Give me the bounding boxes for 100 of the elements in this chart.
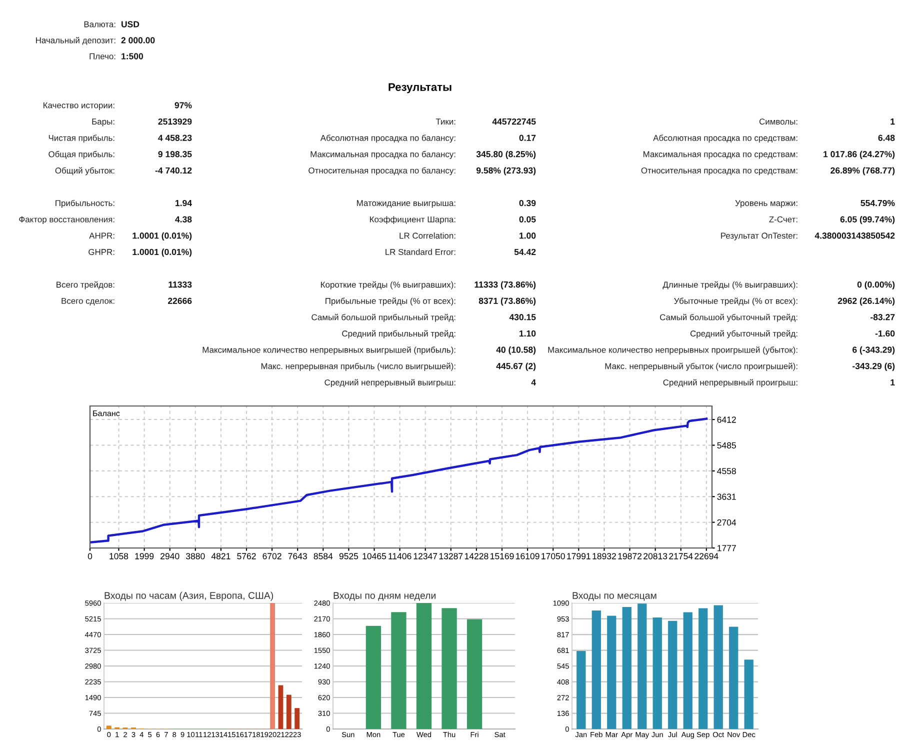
- x-tick-label: 17991: [567, 553, 590, 560]
- text: Матожидание выигрыша:: [357, 200, 456, 208]
- text: Z-Счет:: [769, 216, 798, 222]
- bar: [668, 620, 678, 729]
- text: -1.60: [875, 330, 895, 337]
- bar: [366, 626, 382, 729]
- x-tick-label: 3880: [186, 553, 205, 560]
- text: Прибыльные трейды (% от всех):: [326, 298, 456, 306]
- bar: [683, 612, 692, 729]
- text: 4: [531, 379, 536, 386]
- x-tick-label: 6702: [262, 553, 282, 560]
- bar: [270, 603, 275, 729]
- bar: [286, 694, 292, 729]
- text: 11333: [168, 281, 192, 288]
- bar: [278, 685, 284, 729]
- text: 345.80 (8.25%): [476, 150, 536, 159]
- x-tick-label: 7643: [288, 553, 307, 560]
- text: Относительная просадка по балансу:: [308, 167, 456, 176]
- x-tick-label: 22694: [694, 553, 718, 560]
- x-tick-label: 1999: [135, 553, 154, 560]
- bar: [416, 603, 432, 729]
- bar: [729, 626, 738, 729]
- text: Самый большой прибыльный трейд:: [312, 314, 456, 322]
- text: 9.58% (273.93): [476, 167, 536, 176]
- text: 9 198.35: [158, 151, 192, 158]
- x-tick-label: 16109: [516, 553, 540, 560]
- text: LR Standard Error:: [386, 248, 456, 255]
- bar: [466, 619, 482, 729]
- text: Качество истории:: [44, 102, 114, 110]
- text: 6.05 (99.74%): [840, 216, 895, 224]
- text: 554.79%: [860, 200, 895, 206]
- text: 1.0001 (0.01%): [132, 232, 192, 240]
- bar: [638, 604, 647, 729]
- text: 2962 (26.14%): [838, 298, 895, 306]
- text: 0.05: [519, 216, 536, 222]
- text: Средний прибыльный трейд:: [342, 330, 456, 338]
- text: Короткие трейды (% выигравших):: [321, 281, 456, 290]
- x-tick-label: 21754: [669, 553, 693, 560]
- x-tick-label: 4821: [211, 553, 230, 560]
- text: 1.94: [176, 200, 192, 206]
- x-tick-label: 14228: [464, 553, 488, 560]
- text: Макс. непрерывный убыток (число проигрышей):: [605, 362, 798, 371]
- text: -343.29 (6): [852, 362, 895, 371]
- chart-title: Входы по месяцам: [572, 592, 656, 601]
- text: Длинные трейды (% выигравших):: [662, 281, 798, 290]
- text: Относительная просадка по средствам:: [641, 167, 798, 176]
- text: Фактор восстановления:: [19, 216, 114, 224]
- text: Чистая прибыль:: [48, 134, 114, 143]
- text: Средний убыточный трейд:: [690, 330, 798, 338]
- text: Результаты: [388, 83, 452, 94]
- text: 6 (-343.29): [852, 346, 895, 355]
- bar: [106, 726, 112, 729]
- x-tick-label: 20813: [644, 553, 668, 560]
- text: Максимальная просадка по балансу:: [310, 150, 456, 159]
- text: 0.17: [519, 134, 536, 141]
- bar: [592, 610, 601, 729]
- x-tick-label: 8584: [314, 553, 333, 560]
- text: 6.48: [878, 134, 895, 141]
- x-tick-label: 10465: [362, 553, 386, 560]
- text: Символы:: [759, 118, 798, 125]
- x-tick-label: 12347: [414, 553, 438, 560]
- text: Бары:: [92, 118, 114, 126]
- bar: [652, 617, 662, 729]
- text: Убыточные трейды (% от всех):: [674, 298, 798, 306]
- x-tick-label: 18932: [592, 553, 616, 560]
- text: 1.10: [520, 330, 536, 337]
- text: 1 017.86 (24.27%): [824, 150, 895, 159]
- y-tick-label: 3631: [717, 494, 736, 500]
- text: Общий убыток:: [55, 167, 114, 176]
- text: Абсолютная просадка по балансу:: [320, 134, 456, 143]
- x-tick-label: 19872: [618, 553, 642, 560]
- text: -83.27: [870, 314, 895, 320]
- text: 11333 (73.86%): [474, 281, 536, 290]
- text: Общая прибыль:: [48, 150, 114, 159]
- x-tick-label: 1058: [110, 553, 128, 560]
- text: 1.0001 (0.01%): [132, 248, 192, 257]
- text: Максимальная просадка по средствам:: [643, 151, 798, 159]
- text: Самый большой убыточный трейд:: [660, 314, 798, 322]
- bar: [294, 708, 300, 729]
- x-tick-label: 2940: [160, 553, 180, 560]
- text: -4 740.12: [155, 167, 192, 174]
- text: Прибыльность:: [56, 200, 114, 208]
- text: 54.42: [514, 248, 536, 256]
- text: 1.00: [520, 232, 536, 239]
- text: Средний непрерывный выигрыш:: [324, 379, 456, 388]
- bar: [391, 612, 406, 729]
- text: USD: [122, 21, 140, 28]
- bar: [744, 660, 754, 729]
- text: Абсолютная просадка по средствам:: [653, 134, 798, 143]
- text: AHPR:: [89, 232, 114, 239]
- text: 26.89% (768.77): [830, 167, 895, 176]
- text: 8371 (73.86%): [478, 298, 536, 306]
- chart-title: Входы по часам (Азия, Европа, США): [104, 592, 274, 601]
- text: 4.380003143850542: [814, 232, 895, 239]
- y-tick-label: 5485: [717, 442, 736, 448]
- bar: [442, 608, 457, 729]
- text: 430.15: [509, 314, 536, 320]
- text: 0 (0.00%): [857, 281, 895, 290]
- text: Тики:: [436, 118, 456, 124]
- bar: [622, 607, 632, 729]
